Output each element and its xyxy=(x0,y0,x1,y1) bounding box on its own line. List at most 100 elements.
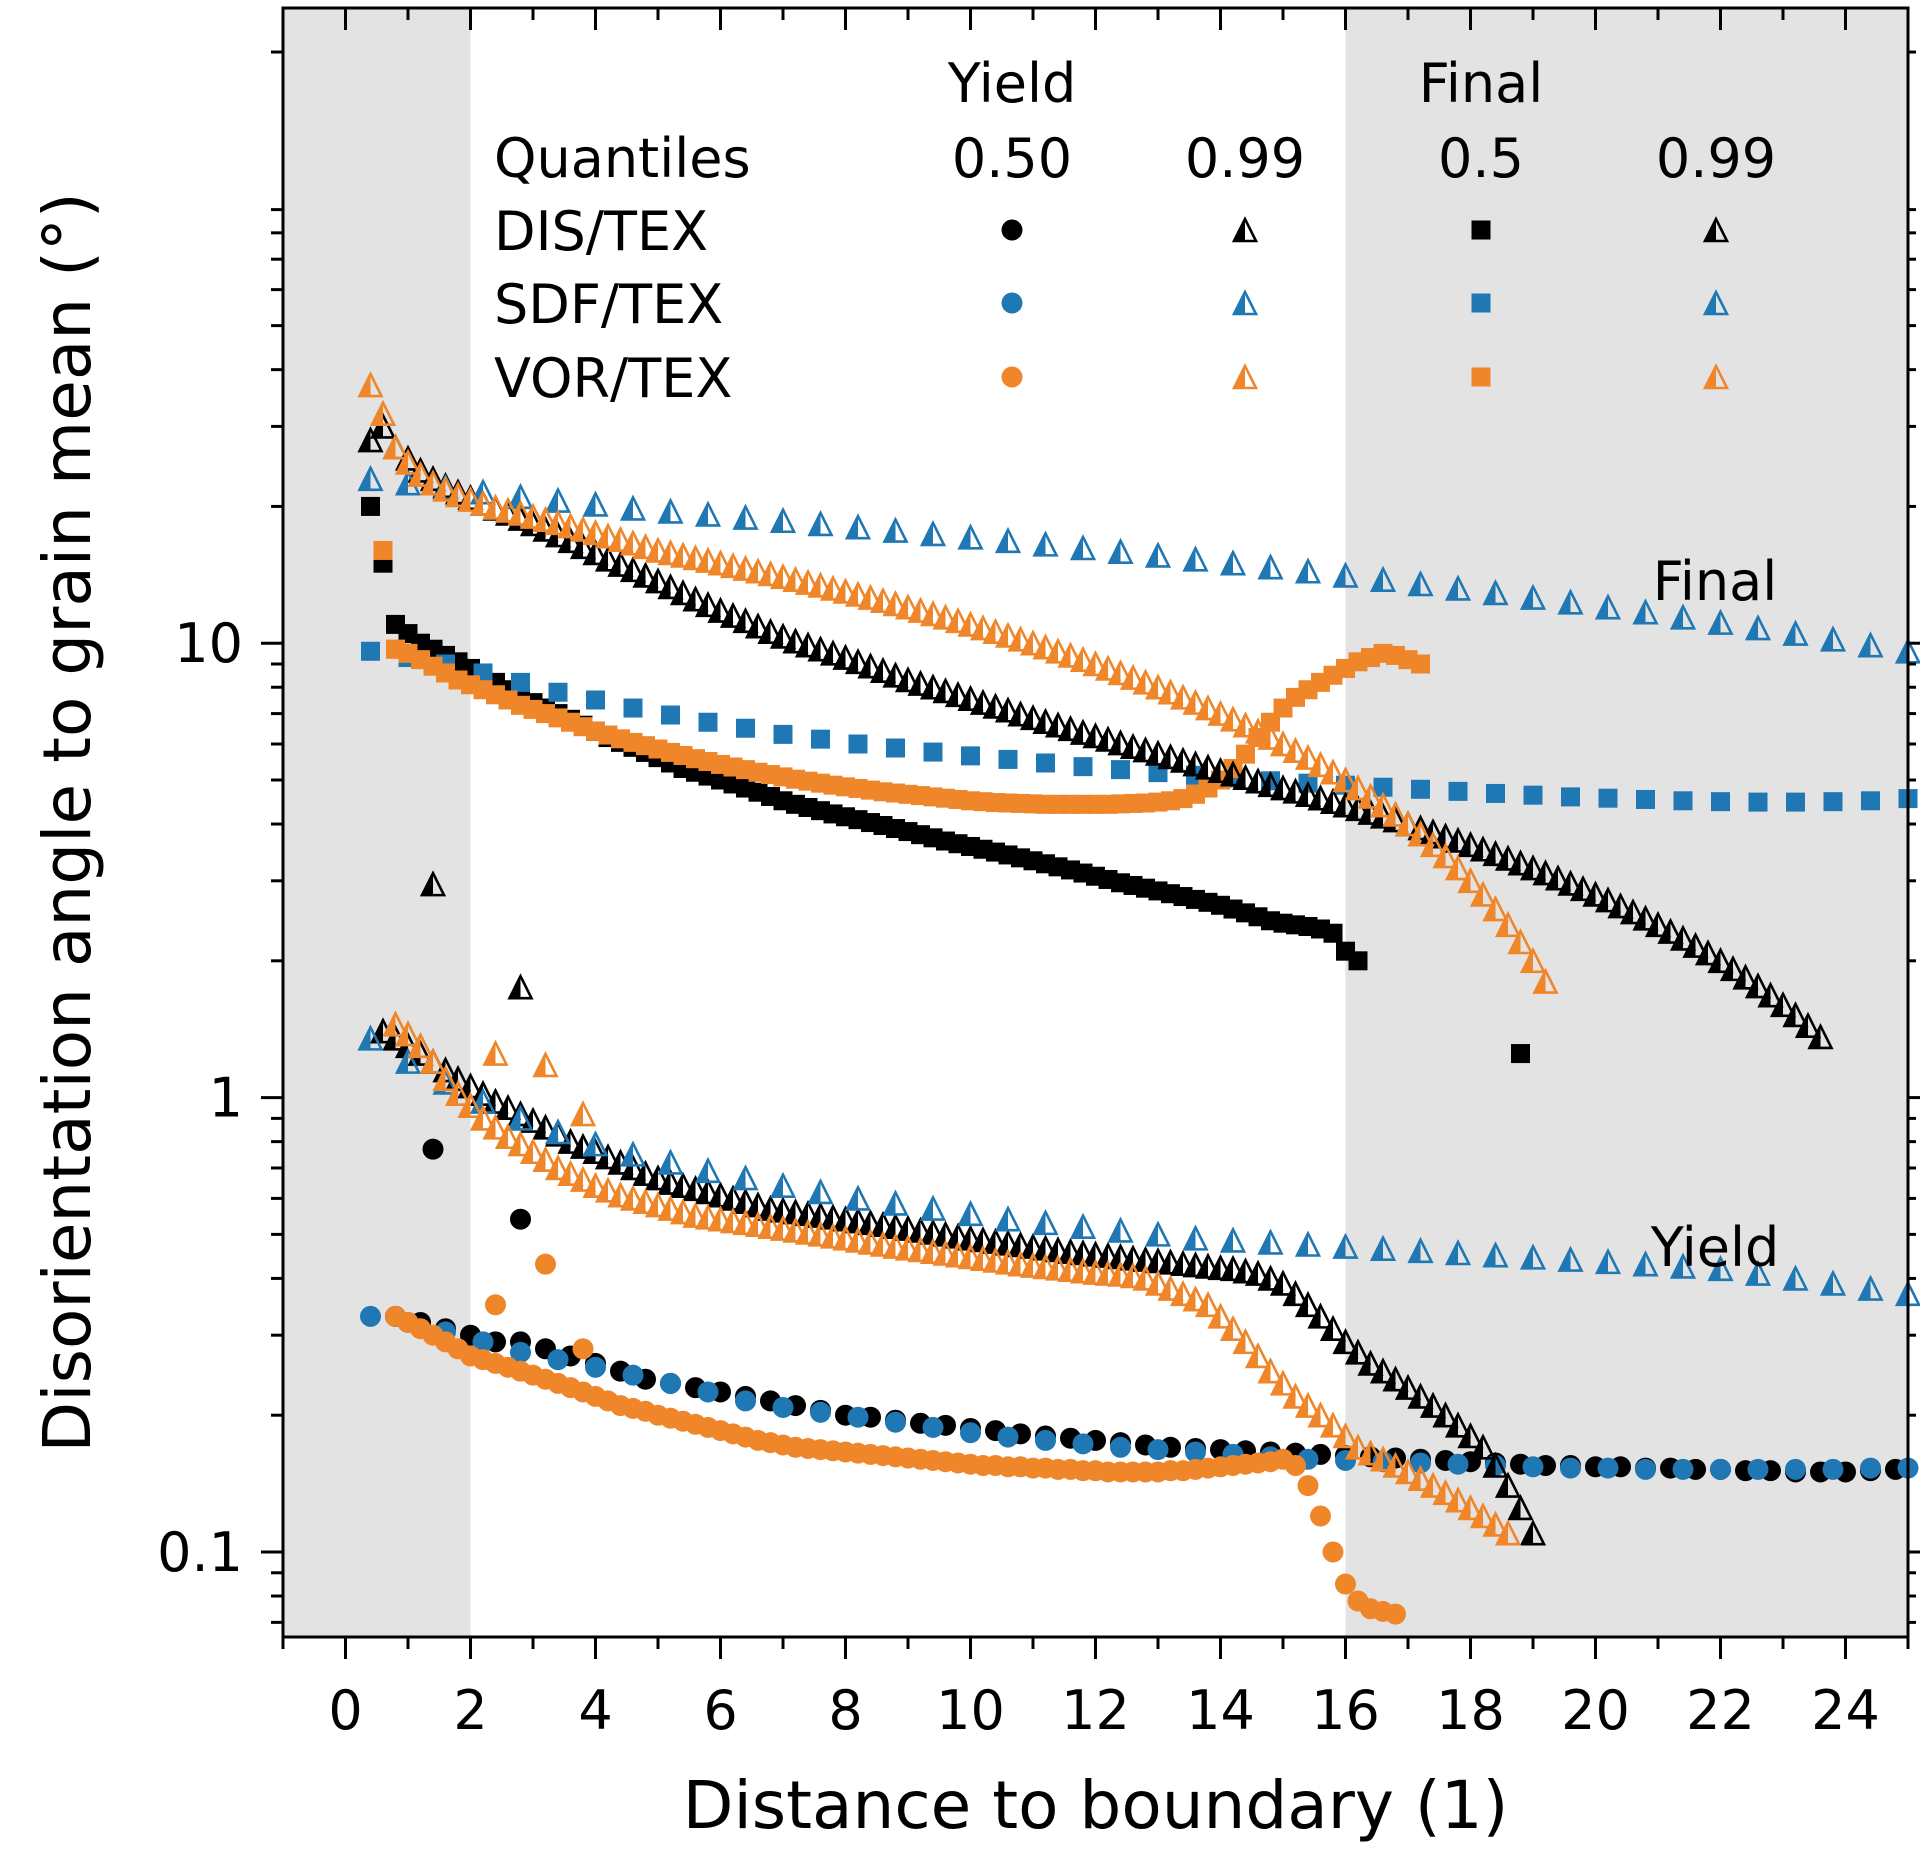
data-point-outlier xyxy=(532,1051,559,1078)
legend-header-yield: Yield xyxy=(947,52,1077,115)
data-point xyxy=(1322,1541,1344,1563)
data-point xyxy=(844,1184,872,1211)
data-point xyxy=(1169,1279,1197,1307)
data-point xyxy=(1257,1357,1284,1384)
data-point xyxy=(548,682,568,702)
data-point xyxy=(1132,1264,1159,1291)
data-point xyxy=(719,601,747,628)
legend: Yield Final Quantiles 0.50 0.99 0.5 0.99 DIS/TE… xyxy=(494,52,1776,410)
data-point xyxy=(1507,849,1534,876)
data-point xyxy=(922,1416,944,1438)
data-point xyxy=(885,1411,906,1433)
data-point xyxy=(1032,530,1059,557)
x-tick-label: 8 xyxy=(828,1679,862,1742)
data-point xyxy=(1294,1290,1322,1318)
data-point xyxy=(582,539,609,566)
data-point xyxy=(669,1198,697,1225)
data-point xyxy=(1294,557,1322,584)
data-point xyxy=(1632,904,1659,931)
data-point xyxy=(932,677,959,704)
data-point xyxy=(1432,1478,1459,1506)
data-point xyxy=(844,1226,872,1253)
data-point xyxy=(1207,1253,1234,1281)
data-point xyxy=(1111,760,1130,780)
data-point xyxy=(482,1113,509,1140)
data-point xyxy=(1482,1510,1509,1537)
data-point xyxy=(1332,766,1359,793)
data-point xyxy=(960,1422,981,1444)
data-point xyxy=(1057,714,1084,742)
data-point xyxy=(694,500,722,527)
data-point xyxy=(1232,711,1259,738)
data-point xyxy=(1673,791,1693,811)
data-point xyxy=(1819,625,1847,652)
data-point xyxy=(1207,1302,1234,1329)
data-point xyxy=(1482,1451,1509,1478)
data-point xyxy=(1411,779,1430,799)
data-point xyxy=(1469,880,1497,907)
data-point xyxy=(1644,910,1672,938)
data-point xyxy=(794,1218,822,1245)
data-point xyxy=(919,520,947,547)
y-tick-label: 1 xyxy=(209,1067,243,1130)
data-point xyxy=(1669,924,1697,951)
x-axis-title: Distance to boundary (1) xyxy=(683,1767,1509,1844)
x-tick-label: 6 xyxy=(703,1679,737,1742)
data-point xyxy=(1860,1457,1881,1479)
data-point-outlier xyxy=(361,496,380,516)
data-point xyxy=(1219,549,1247,576)
data-point xyxy=(544,1118,572,1145)
data-point xyxy=(1394,1458,1422,1485)
data-point xyxy=(1169,1249,1197,1276)
legend-marker xyxy=(1001,292,1023,314)
data-point xyxy=(919,600,947,627)
data-point xyxy=(1185,1441,1206,1463)
data-point xyxy=(957,523,984,550)
data-point xyxy=(1207,756,1234,784)
data-point xyxy=(657,573,684,600)
data-point xyxy=(1407,1382,1434,1409)
data-point xyxy=(360,1305,381,1327)
data-point xyxy=(1594,593,1622,620)
data-point xyxy=(682,585,709,612)
x-tick-label: 2 xyxy=(453,1679,487,1742)
data-point xyxy=(1457,830,1484,858)
data-point xyxy=(1044,711,1072,738)
data-point xyxy=(982,1246,1009,1273)
data-point xyxy=(1257,1228,1284,1255)
data-point xyxy=(1494,1471,1522,1498)
data-point xyxy=(519,1137,547,1165)
data-point xyxy=(1369,791,1397,818)
data-point xyxy=(1147,1439,1169,1461)
data-point xyxy=(1494,1519,1522,1546)
series-sdf-tex-yield-0-99 xyxy=(357,1024,1920,1307)
data-point xyxy=(1469,1433,1497,1460)
data-point xyxy=(957,1199,984,1227)
data-point xyxy=(532,1145,559,1172)
data-point-outlier xyxy=(1511,1044,1530,1064)
data-point xyxy=(1032,1208,1059,1236)
data-point xyxy=(1407,820,1434,847)
data-point xyxy=(807,635,834,662)
data-point xyxy=(1182,545,1209,572)
legend-quantile-label: 0.99 xyxy=(1185,127,1305,190)
data-point xyxy=(1207,699,1234,726)
data-point xyxy=(1082,722,1109,749)
data-point xyxy=(494,1093,522,1121)
data-point xyxy=(1457,1494,1484,1521)
data-point xyxy=(807,1178,834,1205)
data-point xyxy=(1560,1457,1581,1479)
data-point xyxy=(1519,1243,1547,1270)
data-point xyxy=(1348,951,1368,971)
data-point xyxy=(1057,641,1084,668)
data-point-outlier xyxy=(507,973,534,1000)
data-point xyxy=(1244,717,1272,744)
data-point xyxy=(582,1171,609,1198)
data-point xyxy=(1544,864,1572,891)
data-point xyxy=(857,652,884,679)
data-point xyxy=(1232,763,1259,790)
data-point xyxy=(1035,1429,1056,1451)
data-point xyxy=(657,497,684,524)
data-point xyxy=(507,1130,534,1157)
data-point xyxy=(1369,1357,1397,1384)
